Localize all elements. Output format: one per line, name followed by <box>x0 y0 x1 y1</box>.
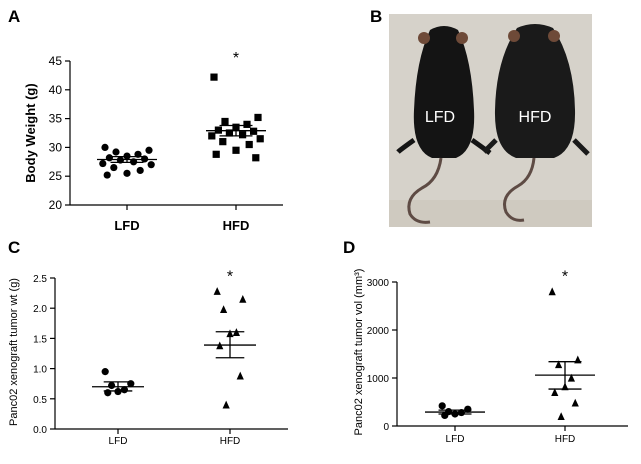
data-point-hfd <box>571 398 579 407</box>
data-marks-a <box>97 73 266 179</box>
data-point-hfd <box>219 138 227 146</box>
y-axis-label-a: Body Weight (g) <box>23 83 38 182</box>
panel-a: A Body Weight (g) 20 25 30 35 40 45 LFD HFD * <box>8 7 283 233</box>
data-point-lfd <box>112 148 120 156</box>
x-tick-label-hfd-d: HFD <box>555 434 576 445</box>
x-tick-label-hfd-a: HFD <box>223 218 250 233</box>
y-tick-label: 0.0 <box>33 425 47 436</box>
data-point-hfd <box>232 146 240 154</box>
mouse-label-lfd: LFD <box>425 109 455 126</box>
y-tick-label: 2.5 <box>33 274 47 285</box>
x-tick-label-hfd-c: HFD <box>220 436 241 447</box>
data-point-lfd <box>136 166 144 175</box>
y-axis-label-c: Panc02 xenograft tumor wt (g) <box>8 278 20 426</box>
data-point-lfd <box>441 411 449 420</box>
data-point-lfd <box>104 389 112 397</box>
data-point-hfd <box>252 154 260 162</box>
data-marks-d <box>425 287 595 420</box>
data-point-lfd <box>438 402 446 410</box>
y-tick-label: 25 <box>49 169 63 183</box>
y-ticks-c: 0.0 0.5 1.0 1.5 2.0 2.5 <box>33 274 231 436</box>
x-tick-label-lfd-a: LFD <box>114 218 139 233</box>
y-tick-label: 40 <box>49 83 63 97</box>
x-tick-label-lfd-c: LFD <box>109 436 128 447</box>
significance-star-a: * <box>233 50 239 67</box>
y-tick-label: 20 <box>49 198 63 212</box>
mouse-hfd-picture <box>482 24 590 222</box>
data-point-hfd <box>236 371 244 380</box>
y-axis-label-d: Panc02 xenograft tumor vol (mm³) <box>353 269 365 436</box>
data-point-lfd <box>145 146 153 154</box>
data-point-hfd <box>225 129 233 137</box>
x-tick-label-lfd-d: LFD <box>446 434 465 445</box>
significance-star-d: * <box>562 269 568 286</box>
panel-letter-b: B <box>370 7 382 26</box>
panel-d: D Panc02 xenograft tumor vol (mm³) 0 1000… <box>343 238 628 445</box>
data-point-hfd <box>222 400 230 409</box>
data-point-hfd <box>551 388 559 396</box>
data-point-lfd <box>105 154 113 162</box>
data-point-lfd <box>99 159 107 168</box>
panel-letter-a: A <box>8 7 20 26</box>
data-point-lfd <box>101 368 109 376</box>
data-point-lfd <box>103 171 111 179</box>
y-tick-label: 2000 <box>367 326 390 337</box>
y-tick-label: 1.0 <box>33 365 47 376</box>
data-marks-c <box>92 287 256 409</box>
data-point-lfd <box>464 405 472 413</box>
significance-star-c: * <box>227 268 233 285</box>
data-point-hfd <box>243 120 251 128</box>
panel-letter-d: D <box>343 238 355 257</box>
panel-c: C Panc02 xenograft tumor wt (g) 0.0 0.5 1.… <box>8 238 288 447</box>
data-point-hfd <box>220 305 228 314</box>
data-point-hfd <box>208 132 216 140</box>
y-ticks-a: 20 25 30 35 40 45 <box>49 54 237 212</box>
data-point-hfd <box>256 135 264 143</box>
y-tick-label: 45 <box>49 54 63 68</box>
y-tick-label: 1000 <box>367 374 390 385</box>
data-point-lfd <box>147 161 155 169</box>
data-point-hfd <box>221 117 229 126</box>
y-tick-label: 3000 <box>367 278 390 289</box>
y-tick-label: 2.0 <box>33 304 47 315</box>
data-point-hfd <box>555 360 563 369</box>
data-point-lfd <box>110 163 118 172</box>
data-point-hfd <box>239 131 247 139</box>
mouse-lfd-picture <box>396 26 492 224</box>
panel-letter-c: C <box>8 238 20 257</box>
data-point-hfd <box>557 412 565 420</box>
y-ticks-d: 0 1000 2000 3000 <box>367 278 566 433</box>
y-tick-label: 30 <box>49 140 63 154</box>
data-point-hfd <box>213 287 221 295</box>
data-point-hfd <box>239 294 247 303</box>
y-tick-label: 0 <box>383 422 389 433</box>
panel-b: B LFD HFD <box>370 7 592 227</box>
data-point-hfd <box>245 140 253 149</box>
mouse-label-hfd: HFD <box>519 109 552 126</box>
y-tick-label: 35 <box>49 112 63 126</box>
data-point-lfd <box>123 169 131 177</box>
y-tick-label: 0.5 <box>33 395 47 406</box>
data-point-hfd <box>212 150 220 158</box>
data-point-hfd <box>210 73 218 81</box>
data-point-lfd <box>101 143 109 151</box>
y-tick-label: 1.5 <box>33 334 47 345</box>
data-point-hfd <box>567 373 575 382</box>
data-point-hfd <box>548 287 556 296</box>
data-point-hfd <box>254 113 262 122</box>
data-point-lfd <box>108 381 116 390</box>
